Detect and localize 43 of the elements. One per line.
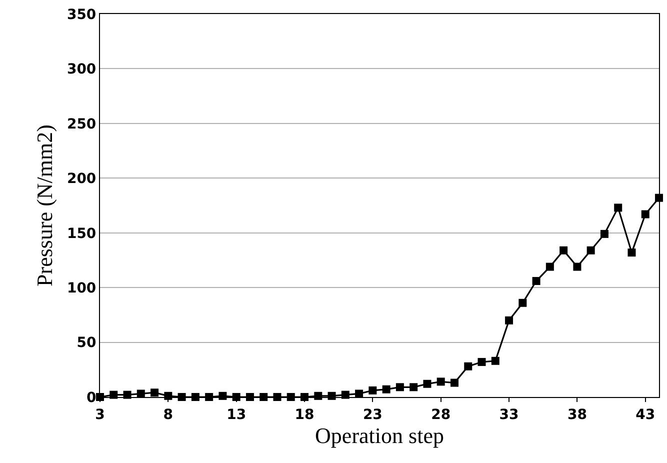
point (600, 230, 608, 238)
point (464, 362, 472, 370)
y-tick-label: 150 (66, 226, 96, 242)
point (518, 298, 527, 307)
point (478, 358, 486, 366)
point (150, 388, 159, 397)
point (573, 262, 582, 271)
point (136, 390, 145, 398)
point (641, 210, 650, 218)
x-tick-label: 13 (226, 406, 246, 423)
point (396, 383, 404, 392)
y-tick-label: 300 (66, 62, 96, 78)
point (614, 204, 622, 212)
x-axis-title: Operation step (315, 422, 444, 448)
y-tick-label: 50 (76, 335, 96, 352)
point (382, 385, 390, 394)
x-tick-label: 18 (294, 406, 314, 423)
x-tick-label: 33 (499, 406, 519, 423)
point (586, 246, 595, 254)
y-tick-label: 200 (66, 171, 96, 188)
x-tick-label: 8 (163, 406, 174, 423)
y-tick-label: 250 (66, 116, 96, 132)
x-tick-label: 3 (95, 406, 105, 423)
point (505, 316, 514, 324)
point (410, 383, 418, 392)
y-tick-label: 0 (86, 390, 96, 406)
y-tick-label: 350 (66, 6, 96, 23)
point (628, 248, 636, 257)
point (491, 356, 500, 365)
point (423, 380, 432, 388)
point (355, 390, 364, 398)
point (546, 262, 554, 271)
x-tick-label: 38 (567, 406, 587, 423)
y-tick-label: 100 (66, 280, 96, 296)
point (560, 246, 568, 254)
point (532, 277, 540, 286)
point (450, 378, 458, 387)
point (368, 386, 377, 394)
x-tick-label: 43 (636, 406, 656, 423)
point (436, 378, 445, 386)
y-axis-title: Pressure (N/mm2) (32, 124, 57, 286)
x-tick-label: 28 (431, 406, 451, 423)
x-tick-label: 23 (362, 406, 382, 423)
